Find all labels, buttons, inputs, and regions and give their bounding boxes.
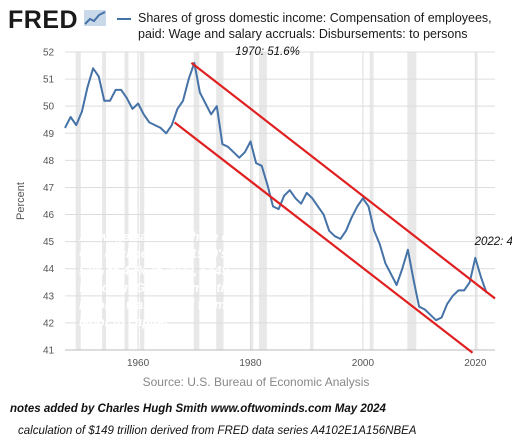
- overlay-line: trillion in Gross Domestic: [79, 281, 232, 295]
- recession-band: [475, 52, 478, 350]
- source-note: Source: U.S. Bureau of Economic Analysis: [142, 375, 370, 389]
- fred-logo-chart-icon: [84, 10, 106, 26]
- recession-band: [216, 52, 224, 350]
- x-tick-label: 1980: [239, 358, 262, 369]
- recession-band: [139, 52, 145, 350]
- overlay-line: labor to capital.: [79, 315, 172, 329]
- y-tick-label: 43: [43, 291, 55, 302]
- author-note: notes added by Charles Hugh Smith www.of…: [10, 403, 386, 415]
- chart-title: Shares of gross domestic income: Compens…: [138, 11, 492, 41]
- y-tick-label: 48: [43, 156, 55, 167]
- recession-band: [407, 52, 417, 350]
- series-line: [64, 61, 488, 322]
- annotation-label: 2022: 43.1%: [474, 236, 512, 248]
- annotation-label: 1970: 51.6%: [235, 46, 300, 58]
- fred-logo: FRED: [8, 6, 79, 34]
- recession-band: [193, 52, 200, 350]
- y-tick-label: 52: [43, 48, 55, 59]
- calculation-note: calculation of $149 trillion derived fro…: [18, 425, 417, 437]
- recession-band: [369, 52, 374, 350]
- recession-band: [124, 52, 129, 350]
- x-tick-label: 1960: [127, 358, 150, 369]
- overlay-line: Income was shifted from: [79, 298, 226, 312]
- overlay-line: 51% to 43% in 2022, $149: [79, 264, 229, 278]
- x-tick-label: 2000: [352, 358, 375, 369]
- y-tick-label: 45: [43, 237, 55, 248]
- y-tick-label: 51: [43, 75, 55, 86]
- y-tick-label: 44: [43, 264, 55, 275]
- y-tick-label: 47: [43, 183, 55, 194]
- y-tick-label: 49: [43, 129, 55, 140]
- recession-band: [258, 52, 267, 350]
- y-axis-label: Percent: [15, 182, 27, 220]
- y-tick-label: 46: [43, 210, 55, 221]
- legend-line-swatch: [117, 18, 131, 20]
- y-tick-label: 42: [43, 318, 55, 329]
- overlay-line: As wage earners' share of: [79, 230, 234, 244]
- recession-band: [310, 52, 314, 350]
- y-tick-label: 50: [43, 102, 55, 113]
- trend-line: [190, 61, 496, 300]
- overlay-line: GDI declined from 1970's: [79, 247, 228, 261]
- recession-band: [102, 52, 107, 350]
- recession-band: [75, 52, 81, 350]
- trend-line: [173, 121, 474, 354]
- chart: 41 42 43 44 45 46 47 48 49 50 51 52 1960 1980 2000 202…: [15, 46, 512, 369]
- y-tick-label: 41: [43, 346, 55, 357]
- overlay-annotation: As wage earners' share of GDI declined f…: [79, 229, 251, 331]
- x-tick-label: 2020: [464, 358, 487, 369]
- recession-band: [250, 52, 254, 350]
